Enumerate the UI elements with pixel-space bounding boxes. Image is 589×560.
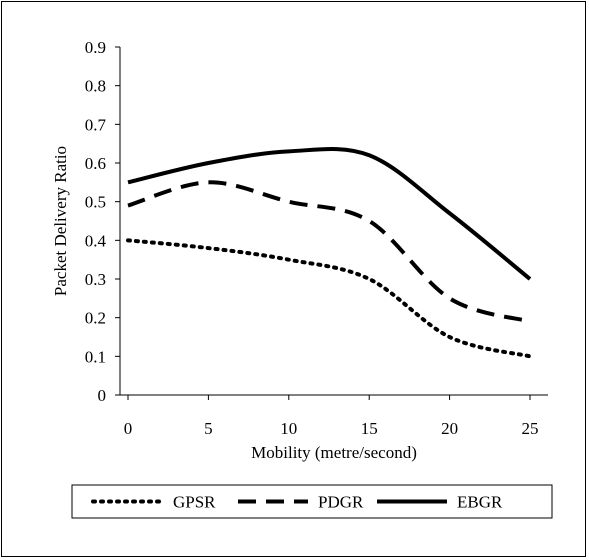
y-tick-label: 0 [98, 386, 107, 405]
x-tick-label: 15 [361, 419, 378, 438]
x-tick-label: 20 [441, 419, 458, 438]
x-axis: 0 5 10 15 20 25 [120, 394, 548, 438]
legend-label-gpsr: GPSR [173, 493, 216, 512]
y-tick-label: 0.4 [85, 231, 107, 250]
y-tick-label: 0.9 [85, 38, 106, 57]
x-tick-label: 5 [204, 419, 213, 438]
legend: GPSR PDGR EBGR [71, 484, 553, 519]
legend-label-pdgr: PDGR [318, 493, 364, 512]
series-line-gpsr [126, 238, 532, 359]
y-tick-label: 0.5 [85, 193, 106, 212]
y-tick-label: 0.2 [85, 309, 106, 328]
y-tick-label: 0.7 [85, 115, 107, 134]
legend-label-ebgr: EBGR [457, 493, 503, 512]
y-tick-label: 0.1 [85, 347, 106, 366]
x-tick-label: 25 [522, 419, 539, 438]
x-tick-label: 10 [280, 419, 297, 438]
series-line-ebgr [127, 146, 532, 281]
y-tick-label: 0.8 [85, 77, 106, 96]
y-tick-label: 0.3 [85, 270, 106, 289]
series-lines [126, 146, 532, 359]
x-axis-title: Mobility (metre/second) [251, 443, 417, 462]
x-tick-label: 0 [124, 419, 133, 438]
series-line-pdgr [127, 180, 531, 324]
y-tick-label: 0.6 [85, 154, 106, 173]
y-axis-title: Packet Delivery Ratio [51, 146, 70, 296]
y-axis: 0 0.1 0.2 0.3 0.4 0.5 0.6 0.7 0.8 0.9 [85, 38, 121, 405]
